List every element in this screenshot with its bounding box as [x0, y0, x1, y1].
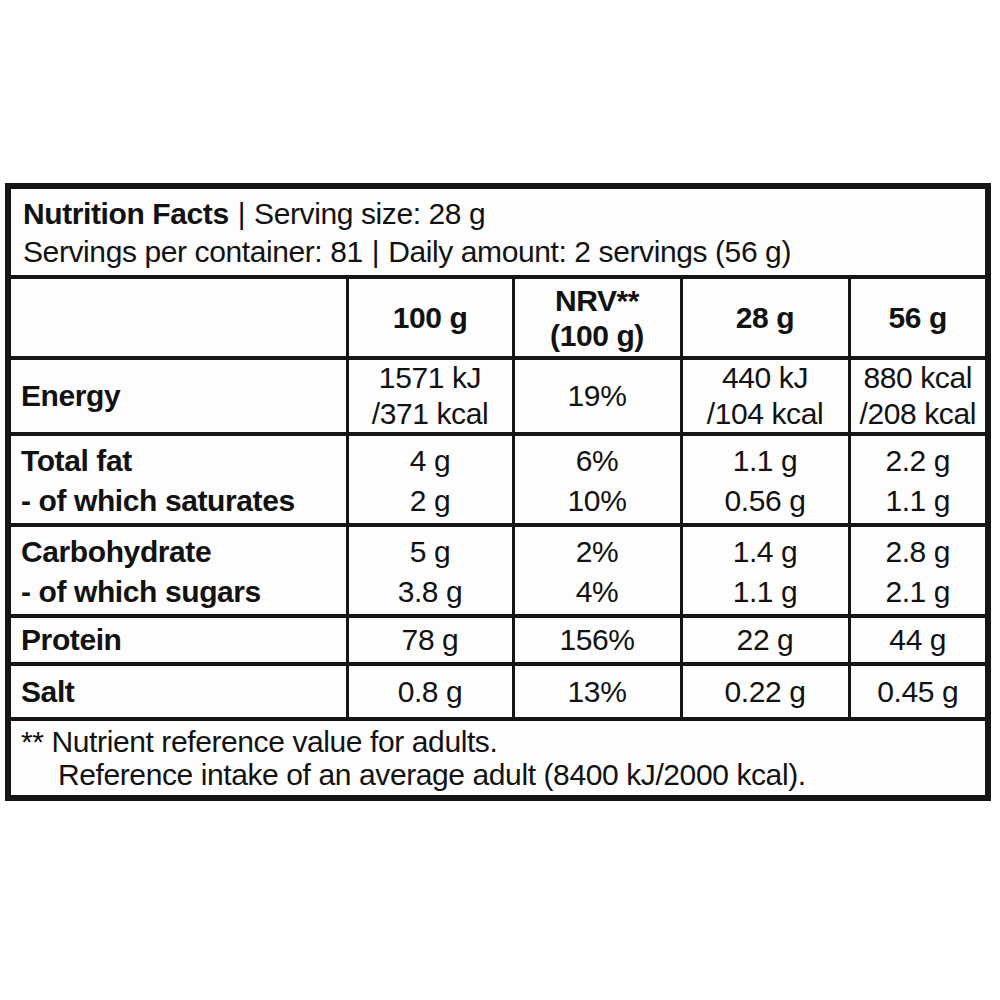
value-cell: 0.56 g — [681, 482, 849, 525]
value-cell: 2% — [513, 525, 681, 573]
column-header-nrv-line1: NRV** — [515, 283, 680, 318]
value-cell: 0.45 g — [849, 664, 985, 717]
value-cell: 4% — [513, 573, 681, 616]
row-label: Salt — [11, 664, 347, 717]
value-cell: 2.8 g — [849, 525, 985, 573]
header-divider-2: | — [372, 235, 379, 268]
footnote-text-1: Nutrient reference value for adults. — [52, 725, 498, 758]
value-cell: 10% — [513, 482, 681, 525]
value-cell: 1.1 g — [681, 573, 849, 616]
table-row-energy: Energy 1571 kJ /371 kcal 19% 440 kJ /104… — [11, 358, 985, 434]
value-cell: 1.1 g — [849, 482, 985, 525]
value-cell: 440 kJ /104 kcal — [681, 358, 849, 434]
table-row-salt: Salt 0.8 g 13% 0.22 g 0.45 g — [11, 664, 985, 717]
header-line-2: Servings per container: 81 | Daily amount:… — [23, 233, 973, 271]
value-line: 440 kJ — [683, 360, 848, 396]
column-header-empty — [11, 279, 347, 358]
value-cell: 156% — [513, 616, 681, 664]
value-cell: 2.1 g — [849, 573, 985, 616]
serving-size-text: Serving size: 28 g — [254, 197, 485, 230]
value-cell: 19% — [513, 358, 681, 434]
row-label: Energy — [11, 358, 347, 434]
servings-per-container-text: Servings per container: 81 — [23, 235, 363, 268]
value-cell: 0.22 g — [681, 664, 849, 717]
value-cell: 1571 kJ /371 kcal — [347, 358, 513, 434]
value-cell: 0.8 g — [347, 664, 513, 717]
footnote: **Nutrient reference value for adults. R… — [11, 717, 985, 795]
column-header-row: 100 g NRV** (100 g) 28 g 56 g — [11, 279, 985, 358]
header-divider-1: | — [238, 197, 245, 230]
row-label: - of which saturates — [11, 482, 347, 525]
column-header-100g: 100 g — [347, 279, 513, 358]
daily-amount-text: Daily amount: 2 servings (56 g) — [388, 235, 791, 268]
value-cell: 3.8 g — [347, 573, 513, 616]
value-line: 880 kcal — [851, 360, 986, 396]
label-header: Nutrition Facts | Serving size: 28 g Servi… — [11, 189, 985, 279]
header-line-1: Nutrition Facts | Serving size: 28 g — [23, 195, 973, 233]
footnote-line-1: **Nutrient reference value for adults. — [21, 725, 973, 758]
value-cell: 4 g — [347, 434, 513, 482]
table-row-carbohydrate: Carbohydrate 5 g 2% 1.4 g 2.8 g — [11, 525, 985, 573]
nutrition-facts-label: Nutrition Facts | Serving size: 28 g Servi… — [5, 183, 991, 801]
column-header-nrv-line2: (100 g) — [515, 318, 680, 353]
table-row-protein: Protein 78 g 156% 22 g 44 g — [11, 616, 985, 664]
value-line: /104 kcal — [683, 396, 848, 432]
table-row-sugars: - of which sugars 3.8 g 4% 1.1 g 2.1 g — [11, 573, 985, 616]
value-line: /371 kcal — [349, 396, 512, 432]
label-title: Nutrition Facts — [23, 197, 229, 230]
table-row-saturates: - of which saturates 2 g 10% 0.56 g 1.1 … — [11, 482, 985, 525]
value-cell: 78 g — [347, 616, 513, 664]
value-cell: 22 g — [681, 616, 849, 664]
value-line: /208 kcal — [851, 396, 986, 432]
value-cell: 2 g — [347, 482, 513, 525]
value-cell: 13% — [513, 664, 681, 717]
row-label: Protein — [11, 616, 347, 664]
value-line: 1571 kJ — [349, 360, 512, 396]
row-label: Carbohydrate — [11, 525, 347, 573]
nutrition-table: 100 g NRV** (100 g) 28 g 56 g Energy 157… — [11, 279, 985, 717]
footnote-marker: ** — [21, 725, 44, 758]
value-cell: 2.2 g — [849, 434, 985, 482]
column-header-nrv: NRV** (100 g) — [513, 279, 681, 358]
row-label: - of which sugars — [11, 573, 347, 616]
table-row-total-fat: Total fat 4 g 6% 1.1 g 2.2 g — [11, 434, 985, 482]
footnote-line-2: Reference intake of an average adult (84… — [21, 758, 973, 791]
value-cell: 5 g — [347, 525, 513, 573]
value-cell: 44 g — [849, 616, 985, 664]
column-header-56g: 56 g — [849, 279, 985, 358]
value-cell: 6% — [513, 434, 681, 482]
row-label: Total fat — [11, 434, 347, 482]
value-cell: 1.1 g — [681, 434, 849, 482]
value-cell: 1.4 g — [681, 525, 849, 573]
value-cell: 880 kcal /208 kcal — [849, 358, 985, 434]
column-header-28g: 28 g — [681, 279, 849, 358]
